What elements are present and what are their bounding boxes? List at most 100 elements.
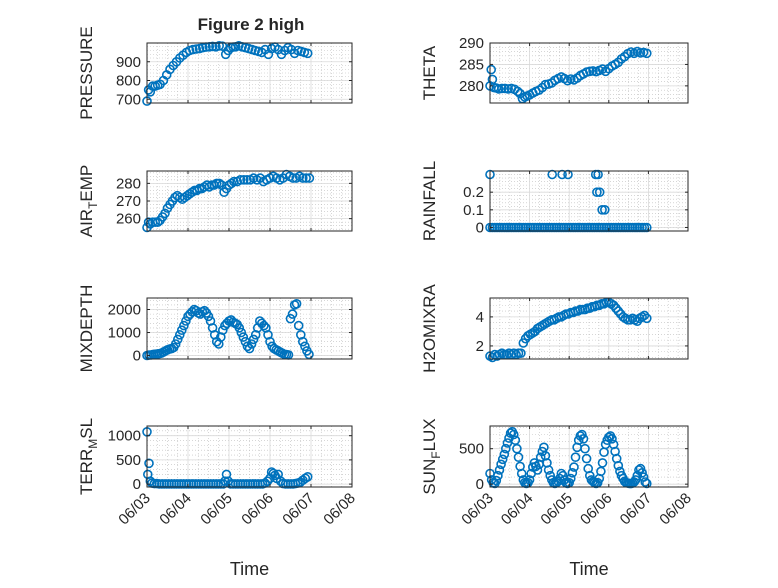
y-tick-label: 0 [476, 219, 484, 236]
x-tick-label: 06/06 [238, 490, 277, 529]
subplot-h2omixra: 2 4 H2OMIXRA [420, 283, 689, 373]
x-tick-label: 06/07 [617, 490, 656, 529]
data-point [235, 175, 246, 185]
data-point [239, 175, 249, 185]
data-point [613, 460, 624, 471]
data-point [291, 298, 302, 309]
y-tick-label: 0 [133, 476, 141, 493]
x-tick-label: 06/07 [279, 490, 318, 529]
data-point [640, 477, 651, 487]
axes-box [489, 297, 689, 360]
x-tick-label: 06/04 [156, 490, 195, 529]
data-point [577, 429, 587, 440]
data-point [613, 306, 624, 316]
data-point [234, 323, 245, 333]
data-point [214, 40, 224, 51]
data-point [581, 453, 592, 464]
data-point [177, 325, 187, 336]
axes-box [489, 170, 689, 232]
data-point [302, 48, 313, 59]
data-point [229, 176, 239, 187]
data-point [181, 316, 191, 326]
data-point [611, 303, 621, 314]
axes-box [489, 425, 689, 488]
y-tick-label: 0.1 [463, 202, 484, 219]
data-point [207, 41, 218, 52]
data-point [144, 458, 154, 469]
y-tick-label: 2000 [108, 302, 141, 319]
data-point [500, 443, 511, 454]
data-point [497, 454, 508, 465]
data-point [192, 185, 202, 196]
data-point [204, 182, 215, 192]
data-point [592, 187, 602, 197]
data-point [246, 339, 257, 349]
y-tick-label: 0 [476, 476, 484, 493]
data-point [641, 313, 652, 324]
data-point [516, 468, 527, 479]
x-axis-label: Time [230, 559, 269, 579]
x-tick-label: 06/08 [656, 490, 695, 529]
data-point [569, 462, 579, 472]
x-tick-label: 06/03 [458, 490, 497, 529]
data-point [639, 310, 650, 321]
y-tick-label: 700 [116, 91, 141, 108]
data-point [499, 449, 510, 460]
data-point [287, 309, 298, 319]
data-point [300, 341, 310, 352]
data-point [497, 83, 507, 94]
y-tick-label: 500 [116, 452, 141, 469]
y-axis-label: PRESSURE [77, 26, 96, 120]
data-point [262, 476, 273, 487]
data-point [285, 313, 296, 324]
data-point [567, 467, 578, 478]
y-tick-label: 260 [116, 211, 141, 228]
data-point [570, 452, 581, 463]
y-axis-label: MIXDEPTH [77, 285, 96, 373]
y-tick-label: 1000 [108, 428, 141, 445]
data-point [516, 348, 526, 359]
axes-box [489, 42, 689, 104]
data-point [493, 470, 503, 481]
data-point [543, 465, 554, 475]
axes-box [146, 297, 353, 360]
data-point [637, 467, 647, 478]
y-axis-label: THETA [420, 45, 439, 100]
x-tick-label: 06/08 [320, 490, 359, 529]
y-tick-label: 280 [116, 175, 141, 192]
data-series [142, 40, 313, 106]
figure-title: Figure 2 high [198, 15, 305, 34]
data-point [594, 187, 605, 197]
data-point [265, 336, 275, 347]
data-point [302, 471, 313, 482]
data-point [175, 329, 185, 340]
data-point [248, 334, 259, 345]
data-point [578, 433, 589, 444]
y-tick-label: 285 [459, 56, 484, 73]
data-point [565, 473, 576, 484]
subplot-mixdepth: 0 1000 2000 MIXDEPTH [77, 285, 353, 373]
data-point [221, 469, 232, 480]
y-tick-label: 0 [133, 348, 141, 365]
data-point [524, 475, 535, 485]
data-point [304, 349, 314, 360]
data-point [597, 458, 608, 468]
data-point [635, 463, 646, 474]
subplot-terr-msl: 0 500 1000 TERRMSL 06/03 06/04 06/05 06/06 06/07… [77, 418, 359, 579]
data-point [152, 217, 163, 227]
x-tick-label: 06/05 [197, 490, 236, 529]
y-axis-label: TERRMSL [77, 418, 100, 495]
data-point [170, 339, 181, 349]
y-tick-label: 4 [476, 309, 484, 326]
y-tick-label: 800 [116, 73, 141, 90]
data-series [142, 298, 314, 361]
data-point [597, 205, 607, 215]
axes-box [146, 425, 353, 488]
axes-box [146, 42, 353, 104]
data-point [145, 87, 156, 97]
data-point [259, 320, 269, 331]
data-point [297, 336, 308, 347]
data-point [187, 187, 197, 197]
data-point [236, 327, 247, 338]
